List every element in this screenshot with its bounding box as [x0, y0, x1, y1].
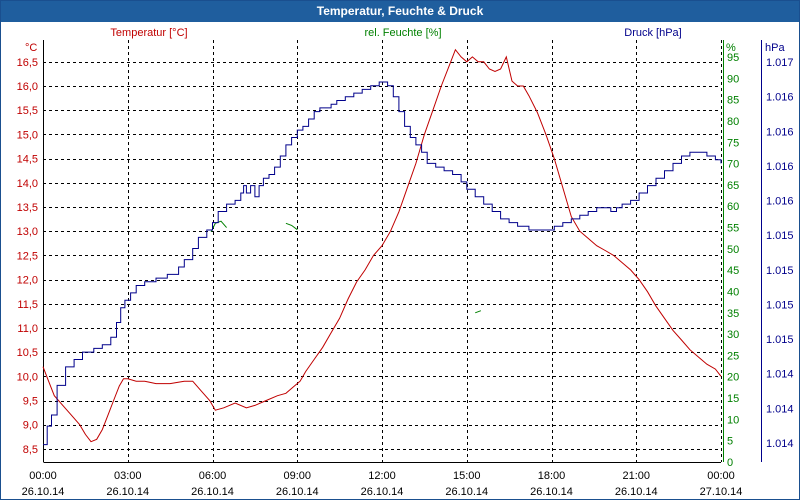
date-tick-label: 26.10.14 [276, 486, 319, 498]
time-axis-ticks: 00:00 26.10.14 03:00 26.10.14 06:00 26.10.14 0… [22, 470, 743, 498]
temperature-tick-label: 16,5 [17, 57, 38, 69]
time-tick-label: 03:00 [114, 470, 142, 482]
temperature-tick-label: 14,0 [17, 178, 38, 190]
temperature-tick-label: 13,0 [17, 226, 38, 238]
temperature-series-line [42, 48, 722, 443]
time-tick-label: 15:00 [453, 470, 481, 482]
temperature-tick-label: 15,0 [17, 129, 38, 141]
time-tick-label: 06:00 [199, 470, 227, 482]
humidity-tick-label: 20 [727, 372, 739, 384]
pressure-tick-label: 1.015 [766, 334, 794, 346]
temperature-axis-label: Temperatur [°C] [110, 27, 187, 39]
pressure-unit: hPa [765, 42, 785, 54]
pressure-tick-label: 1.015 [766, 230, 794, 242]
temperature-tick-label: 11,0 [17, 323, 38, 335]
window-title: Temperatur, Feuchte & Druck [1, 1, 799, 22]
humidity-tick-label: 5 [727, 436, 733, 448]
grid [43, 40, 762, 463]
pressure-axis-ticks: 1.014 1.014 1.014 1.015 1.015 1.015 1.015 1.016… [766, 57, 794, 450]
pressure-tick-label: 1.016 [766, 196, 794, 208]
humidity-tick-label: 35 [727, 308, 739, 320]
humidity-tick-label: 85 [727, 95, 739, 107]
pressure-tick-label: 1.014 [766, 403, 794, 415]
date-tick-label: 27.10.14 [700, 486, 743, 498]
humidity-axis-ticks: 0 5 10 15 20 25 30 35 40 45 50 55 60 65 70 75 80 85 90 95 [727, 52, 739, 469]
time-tick-label: 00:00 [707, 470, 735, 482]
pressure-tick-label: 1.016 [766, 161, 794, 173]
temperature-axis-ticks: 8,5 9,0 9,5 10,0 10,5 11,0 11,5 12,0 12,5 13,0 13,… [17, 57, 38, 456]
temperature-tick-label: 12,0 [17, 275, 38, 287]
pressure-tick-label: 1.014 [766, 438, 794, 450]
temperature-tick-label: 9,5 [23, 396, 38, 408]
series-layer [42, 48, 722, 446]
temperature-tick-label: 16,0 [17, 81, 38, 93]
temperature-tick-label: 10,0 [17, 371, 38, 383]
temperature-tick-label: 12,5 [17, 250, 38, 262]
humidity-tick-label: 0 [727, 457, 733, 469]
pressure-tick-label: 1.016 [766, 92, 794, 104]
pressure-axis-label: Druck [hPa] [624, 27, 681, 39]
temperature-tick-label: 14,5 [17, 154, 38, 166]
date-tick-label: 26.10.14 [615, 486, 658, 498]
humidity-tick-label: 75 [727, 137, 739, 149]
time-tick-label: 00:00 [29, 470, 57, 482]
humidity-tick-label: 80 [727, 116, 739, 128]
line-chart: 8,5 9,0 9,5 10,0 10,5 11,0 11,5 12,0 12,5 13,0 13,… [17, 27, 794, 498]
humidity-tick-label: 60 [727, 201, 739, 213]
humidity-axis-label: rel. Feuchte [%] [364, 27, 441, 39]
temperature-tick-label: 10,5 [17, 347, 38, 359]
humidity-series-segment [285, 222, 298, 231]
temperature-tick-label: 8,5 [23, 444, 38, 456]
date-tick-label: 26.10.14 [106, 486, 149, 498]
date-tick-label: 26.10.14 [361, 486, 404, 498]
humidity-tick-label: 10 [727, 414, 739, 426]
temperature-tick-label: 11,5 [17, 299, 38, 311]
time-tick-label: 12:00 [368, 470, 396, 482]
humidity-tick-label: 45 [727, 265, 739, 277]
humidity-tick-label: 15 [727, 393, 739, 405]
date-tick-label: 26.10.14 [530, 486, 573, 498]
humidity-tick-label: 90 [727, 73, 739, 85]
date-tick-label: 26.10.14 [191, 486, 234, 498]
humidity-tick-label: 70 [727, 159, 739, 171]
humidity-tick-label: 30 [727, 329, 739, 341]
pressure-tick-label: 1.016 [766, 126, 794, 138]
humidity-series-segment [475, 310, 482, 314]
humidity-unit: % [726, 42, 736, 54]
temperature-tick-label: 13,5 [17, 202, 38, 214]
humidity-tick-label: 50 [727, 244, 739, 256]
date-tick-label: 26.10.14 [445, 486, 488, 498]
date-tick-label: 26.10.14 [22, 486, 65, 498]
temperature-tick-label: 9,0 [23, 420, 38, 432]
humidity-tick-label: 25 [727, 350, 739, 362]
pressure-tick-label: 1.014 [766, 369, 794, 381]
pressure-series-line [43, 81, 722, 446]
temperature-unit: °C [25, 42, 37, 54]
humidity-tick-label: 95 [727, 52, 739, 64]
pressure-tick-label: 1.017 [766, 57, 794, 69]
time-tick-label: 18:00 [538, 470, 566, 482]
humidity-tick-label: 65 [727, 180, 739, 192]
time-tick-label: 09:00 [283, 470, 311, 482]
pressure-tick-label: 1.015 [766, 299, 794, 311]
humidity-tick-label: 55 [727, 223, 739, 235]
time-tick-label: 21:00 [622, 470, 650, 482]
temperature-tick-label: 15,5 [17, 105, 38, 117]
pressure-tick-label: 1.015 [766, 265, 794, 277]
humidity-tick-label: 40 [727, 286, 739, 298]
